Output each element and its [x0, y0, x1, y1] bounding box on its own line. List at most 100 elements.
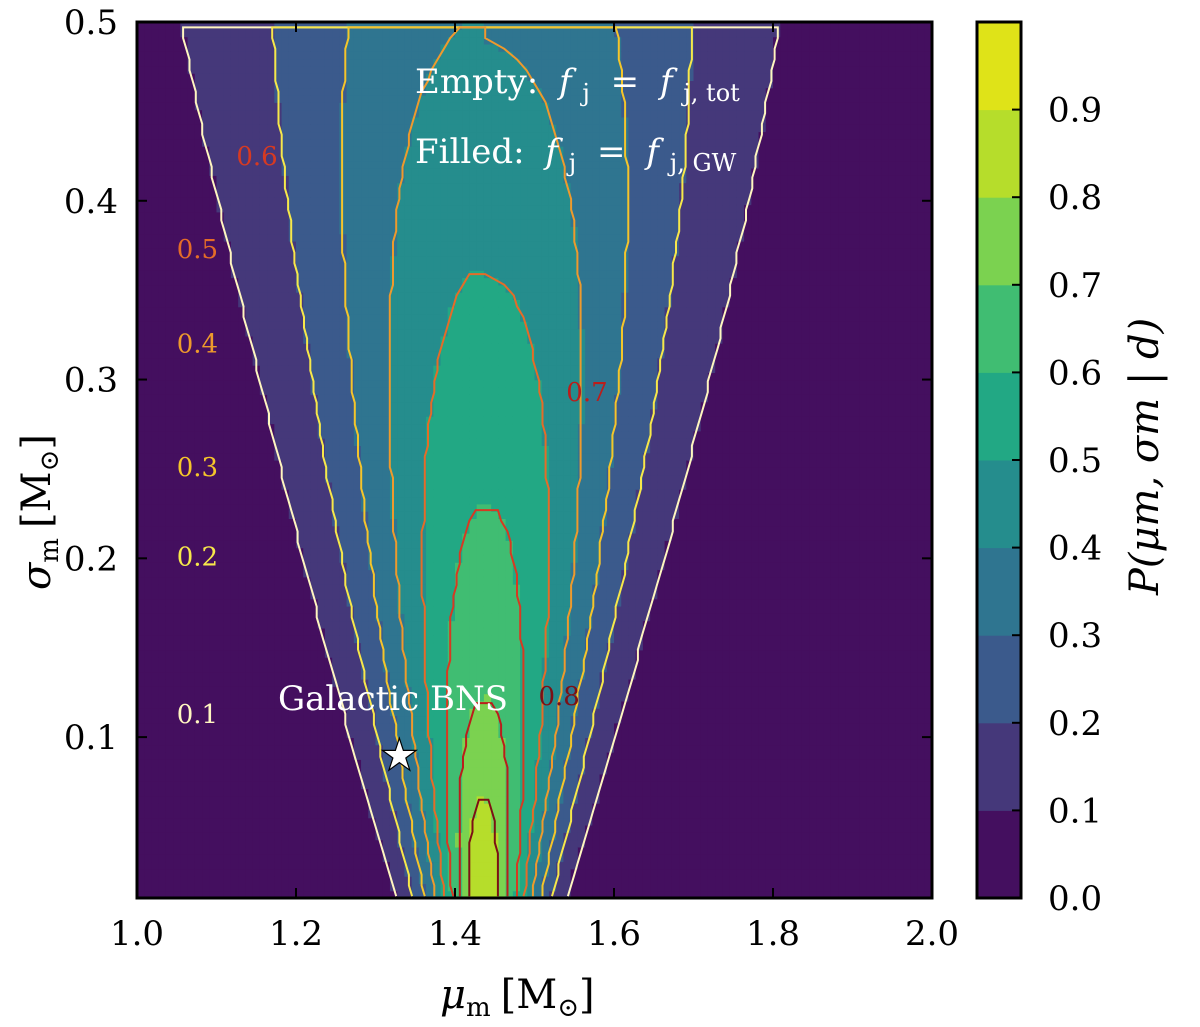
density-cell	[339, 817, 348, 826]
density-cell	[187, 525, 196, 534]
density-cell	[252, 394, 261, 403]
density-cell	[303, 554, 312, 563]
density-cell	[382, 781, 391, 790]
density-cell	[426, 299, 434, 308]
density-cell	[281, 102, 290, 111]
density-cell	[339, 846, 348, 855]
density-cell	[151, 854, 160, 863]
density-cell	[267, 671, 275, 680]
density-cell	[245, 95, 254, 103]
density-cell	[310, 357, 319, 366]
density-cell	[332, 722, 340, 731]
density-cell	[252, 635, 261, 644]
density-cell	[187, 752, 196, 760]
density-cell	[317, 693, 326, 702]
density-cell	[267, 430, 275, 439]
density-cell	[165, 292, 174, 300]
density-cell	[151, 116, 160, 125]
density-cell	[158, 715, 167, 724]
density-cell	[252, 810, 261, 819]
density-cell	[368, 642, 377, 651]
density-cell	[137, 883, 145, 892]
density-cell	[252, 241, 261, 249]
density-cell	[317, 525, 326, 534]
density-cell	[339, 613, 348, 622]
density-cell	[317, 817, 326, 826]
density-cell	[353, 474, 362, 483]
density-cell	[165, 314, 174, 322]
density-cell	[202, 635, 210, 644]
density-cell	[209, 584, 218, 592]
density-cell	[151, 657, 160, 665]
density-cell	[238, 226, 247, 235]
density-cell	[274, 314, 283, 322]
density-cell	[158, 335, 167, 344]
density-cell	[418, 153, 427, 162]
density-cell	[281, 817, 290, 826]
density-cell	[303, 810, 312, 819]
density-cell	[151, 759, 160, 768]
density-cell	[346, 73, 355, 81]
density-cell	[296, 730, 304, 738]
density-cell	[303, 58, 312, 67]
density-cell	[158, 810, 167, 819]
density-cell	[151, 255, 160, 264]
density-cell	[375, 781, 384, 790]
density-cell	[165, 43, 174, 52]
density-cell	[202, 795, 210, 804]
density-cell	[426, 248, 434, 257]
density-cell	[252, 168, 261, 176]
density-cell	[317, 226, 326, 235]
density-cell	[216, 168, 225, 176]
density-cell	[389, 29, 398, 38]
density-cell	[332, 554, 340, 563]
density-cell	[361, 635, 369, 644]
density-cell	[238, 861, 247, 870]
density-cell	[346, 204, 355, 213]
density-cell	[223, 606, 232, 614]
density-cell	[368, 248, 377, 257]
density-cell	[245, 124, 254, 133]
density-cell	[259, 357, 268, 366]
density-cell	[202, 255, 210, 264]
density-cell	[288, 554, 297, 563]
density-cell	[288, 781, 297, 790]
density-cell	[151, 591, 160, 600]
density-cell	[259, 569, 268, 578]
density-cell	[259, 153, 268, 162]
density-cell	[296, 846, 304, 855]
density-cell	[339, 175, 348, 184]
density-cell	[418, 795, 427, 804]
density-cell	[274, 846, 283, 855]
density-cell	[137, 759, 145, 768]
density-cell	[433, 584, 442, 592]
density-cell	[187, 270, 196, 279]
density-cell	[158, 102, 167, 111]
density-cell	[165, 890, 174, 898]
density-cell	[303, 598, 312, 607]
density-cell	[389, 752, 398, 760]
density-cell	[267, 693, 275, 702]
density-cell	[259, 124, 268, 133]
density-cell	[187, 299, 196, 308]
density-cell	[332, 241, 340, 249]
density-cell	[165, 562, 174, 571]
density-cell	[223, 693, 232, 702]
density-cell	[368, 372, 377, 381]
density-cell	[375, 204, 384, 213]
density-cell	[238, 744, 247, 753]
density-cell	[296, 715, 304, 724]
density-cell	[216, 598, 225, 607]
density-cell	[180, 766, 189, 775]
density-cell	[274, 416, 283, 425]
density-cell	[267, 876, 275, 884]
density-cell	[411, 554, 420, 563]
density-cell	[418, 277, 427, 286]
density-cell	[389, 759, 398, 768]
density-cell	[303, 773, 312, 782]
density-cell	[274, 182, 283, 191]
density-cell	[187, 328, 196, 337]
density-cell	[281, 525, 290, 534]
density-cell	[324, 846, 333, 855]
density-cell	[274, 627, 283, 636]
